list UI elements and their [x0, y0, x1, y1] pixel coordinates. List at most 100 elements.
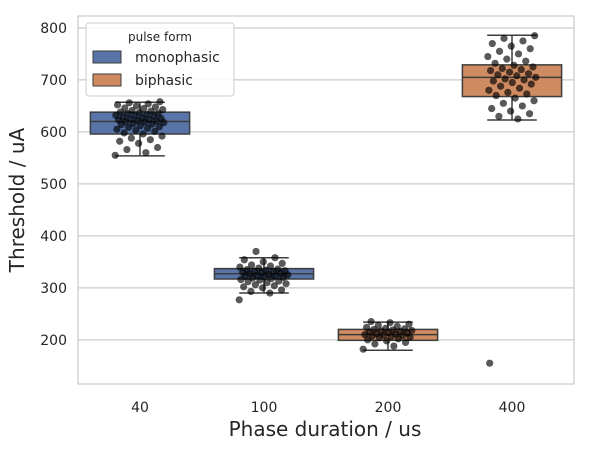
x-tick-label: 200 [375, 400, 402, 416]
x-tick-label: 100 [251, 400, 278, 416]
x-tick-label: 400 [499, 400, 526, 416]
data-point [247, 261, 256, 269]
data-point [510, 61, 518, 69]
data-point [400, 325, 409, 333]
y-axis-label: Threshold / uA [5, 127, 29, 273]
data-point [381, 324, 390, 332]
data-point [127, 134, 135, 142]
data-point [111, 151, 119, 159]
data-point [505, 68, 514, 76]
data-point [120, 129, 128, 137]
data-point [281, 267, 289, 275]
data-point [158, 132, 166, 140]
data-point [270, 282, 278, 290]
data-point [251, 281, 259, 289]
data-point [492, 91, 500, 100]
data-point [525, 110, 534, 118]
data-point [503, 55, 511, 63]
data-point [259, 284, 267, 292]
data-point [486, 359, 494, 367]
data-point [393, 322, 401, 330]
data-point [159, 105, 167, 114]
data-point [113, 125, 121, 133]
data-point [408, 326, 416, 335]
y-tick-labels: 200 300 400 500 600 700 800 [40, 21, 67, 349]
data-point [240, 256, 248, 264]
data-point [259, 258, 267, 266]
data-point [498, 64, 506, 73]
x-tick-labels: 40 100 200 400 [131, 400, 525, 416]
data-point [518, 102, 526, 110]
data-point [487, 66, 495, 75]
data-point [142, 149, 150, 157]
data-point [488, 104, 496, 113]
data-point [532, 73, 540, 81]
data-point [151, 127, 159, 135]
data-point [508, 78, 516, 87]
data-point [501, 75, 509, 83]
data-point [140, 104, 148, 113]
data-point [386, 319, 394, 327]
data-point [514, 115, 522, 123]
data-point [125, 99, 133, 107]
data-point [240, 283, 248, 291]
y-tick-label: 500 [40, 177, 67, 193]
data-point [132, 126, 140, 134]
data-point [499, 99, 507, 107]
data-point [511, 94, 519, 102]
data-point [523, 90, 531, 98]
data-point [520, 76, 528, 84]
data-point [491, 59, 499, 67]
data-point [236, 263, 244, 271]
y-tick-label: 700 [40, 73, 67, 89]
data-point [359, 345, 367, 353]
data-point [247, 287, 255, 296]
y-tick-label: 600 [40, 125, 67, 141]
data-point [367, 318, 375, 326]
data-point [515, 84, 524, 92]
legend-frame [85, 22, 235, 97]
data-point [531, 32, 539, 40]
data-point [121, 104, 129, 112]
data-point [529, 63, 537, 71]
data-point [144, 100, 152, 108]
data-point [116, 137, 124, 145]
legend-label-monophasic: monophasic [135, 50, 220, 66]
data-point [524, 70, 533, 78]
data-point [530, 97, 538, 105]
data-point [522, 57, 530, 65]
data-point [128, 106, 136, 115]
data-point [271, 254, 279, 262]
data-point [517, 65, 525, 74]
y-tick-label: 800 [40, 21, 67, 37]
x-axis-label: Phase duration / us [229, 417, 422, 441]
data-point [252, 247, 260, 256]
data-point [495, 47, 504, 55]
data-point [484, 52, 492, 61]
legend-title: pulse form [128, 30, 192, 44]
data-point [153, 143, 162, 152]
data-point [374, 321, 382, 329]
data-point [123, 145, 131, 154]
data-point [135, 139, 143, 147]
data-point [489, 77, 497, 85]
data-point [113, 101, 122, 109]
legend: pulse form monophasic biphasic [85, 22, 235, 97]
data-point [526, 45, 534, 53]
data-point [390, 342, 398, 350]
data-point [507, 107, 515, 115]
data-point [255, 264, 263, 272]
data-point [527, 80, 535, 88]
data-point [519, 37, 527, 45]
data-point [401, 338, 410, 347]
data-points [111, 32, 540, 367]
legend-label-biphasic: biphasic [135, 73, 193, 89]
legend-swatch-biphasic [92, 73, 122, 87]
data-point [488, 39, 496, 48]
x-tick-label: 40 [131, 400, 149, 416]
data-point [277, 286, 286, 294]
data-point [156, 98, 164, 106]
data-point [504, 88, 512, 97]
data-point [371, 340, 379, 348]
